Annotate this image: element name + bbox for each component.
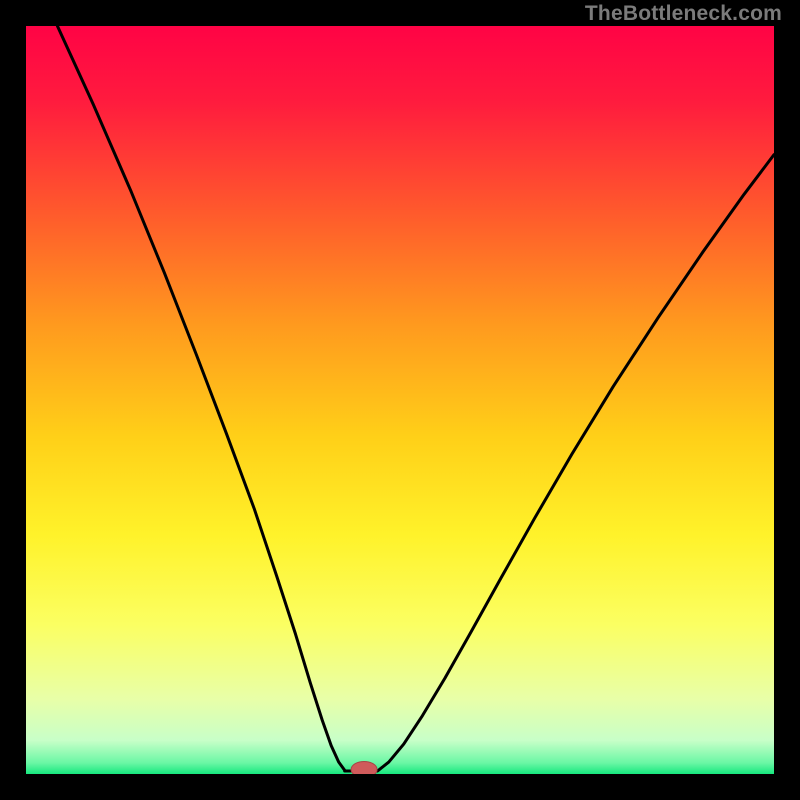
valley-marker [351,762,377,774]
watermark-text: TheBottleneck.com [585,2,782,26]
chart-svg [26,26,774,774]
chart-frame: TheBottleneck.com [0,0,800,800]
v-curve-line [57,26,774,771]
plot-area [26,26,774,774]
